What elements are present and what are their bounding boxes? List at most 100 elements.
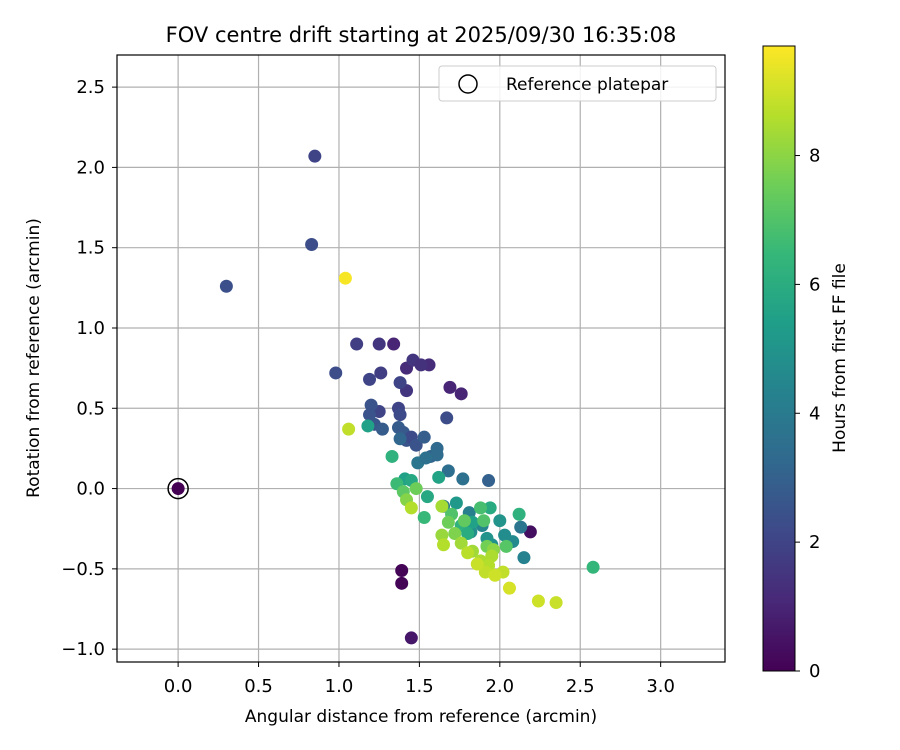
- y-axis-ticks: −1.0 −0.5 0.0 0.5 1.0 1.5 2.0 2.5: [61, 77, 117, 660]
- data-point: [586, 560, 600, 574]
- data-point: [502, 581, 516, 595]
- data-point: [441, 464, 455, 478]
- reference-ring: [167, 477, 189, 500]
- data-point: [350, 337, 364, 351]
- data-point: [375, 422, 389, 436]
- y-tick-label: −1.0: [61, 639, 105, 660]
- colorbar-tick-label: 6: [809, 274, 820, 295]
- data-point: [374, 366, 388, 380]
- data-point: [531, 594, 545, 608]
- data-point: [219, 279, 233, 293]
- data-point: [482, 474, 496, 488]
- data-point: [470, 557, 484, 571]
- data-point: [308, 149, 322, 163]
- x-axis-label: Angular distance from reference (arcmin): [245, 707, 597, 727]
- data-point: [477, 514, 491, 528]
- data-point: [456, 472, 470, 486]
- grid-lines: [117, 55, 725, 662]
- data-point: [488, 568, 502, 582]
- y-tick-label: 2.5: [76, 77, 105, 98]
- x-tick-label: 2.5: [566, 676, 595, 697]
- colorbar: 0 2 4 6 8 Hours from first FF file: [762, 45, 850, 682]
- data-point: [305, 237, 319, 251]
- data-point: [493, 514, 507, 528]
- x-tick-label: 0.5: [244, 676, 273, 697]
- reference-marker: [167, 477, 189, 500]
- colorbar-ticks: 0 2 4 6 8: [795, 146, 820, 682]
- data-point: [440, 411, 454, 425]
- x-axis-ticks: 0.0 0.5 1.0 1.5 2.0 2.5 3.0: [164, 662, 675, 697]
- y-axis-label: Rotation from reference (arcmin): [24, 218, 44, 498]
- colorbar-bar: [762, 45, 796, 672]
- y-tick-label: 0.5: [76, 398, 105, 419]
- data-point: [338, 271, 352, 285]
- data-point: [512, 507, 526, 521]
- data-point: [363, 372, 377, 386]
- data-point: [364, 398, 378, 412]
- data-point: [457, 514, 471, 528]
- data-point: [171, 482, 185, 496]
- data-point: [435, 528, 449, 542]
- y-tick-label: 0.0: [76, 479, 105, 500]
- data-point: [393, 408, 407, 422]
- data-point: [393, 376, 407, 390]
- data-point: [329, 366, 343, 380]
- colorbar-label: Hours from first FF file: [830, 263, 850, 453]
- data-point: [435, 499, 449, 513]
- chart-title: FOV centre drift starting at 2025/09/30 …: [166, 23, 677, 47]
- data-point: [448, 527, 462, 541]
- data-point: [454, 536, 468, 550]
- data-point: [395, 563, 409, 577]
- colorbar-tick-label: 4: [809, 403, 820, 424]
- data-point: [523, 525, 537, 539]
- data-point: [461, 527, 475, 541]
- data-point: [441, 515, 455, 529]
- data-point: [342, 422, 356, 436]
- data-point: [409, 438, 423, 452]
- data-points: [171, 149, 600, 645]
- data-point: [499, 539, 513, 553]
- data-point: [432, 470, 446, 484]
- x-tick-label: 0.0: [164, 676, 193, 697]
- data-point: [409, 482, 423, 496]
- data-point: [417, 430, 431, 444]
- plot-frame: [116, 54, 726, 663]
- data-point: [483, 501, 497, 515]
- data-point: [443, 380, 457, 394]
- x-tick-label: 3.0: [646, 676, 675, 697]
- y-tick-label: 2.0: [76, 157, 105, 178]
- data-point: [549, 596, 563, 610]
- data-point: [404, 501, 418, 515]
- legend-reference-icon: [458, 74, 478, 94]
- data-point: [430, 448, 444, 462]
- y-tick-label: 1.0: [76, 318, 105, 339]
- data-point: [498, 528, 512, 542]
- legend-box: [438, 65, 717, 102]
- data-point: [414, 358, 428, 372]
- legend-label-reference: Reference platepar: [506, 75, 668, 95]
- data-point: [404, 631, 418, 645]
- data-point: [420, 490, 434, 504]
- data-point: [437, 538, 451, 552]
- data-point: [461, 546, 475, 560]
- data-point: [449, 496, 463, 510]
- data-point: [474, 501, 488, 515]
- data-point: [385, 449, 399, 463]
- data-point: [419, 451, 433, 465]
- data-point: [395, 576, 409, 590]
- data-point: [372, 337, 386, 351]
- colorbar-tick-label: 0: [809, 661, 820, 682]
- y-tick-label: 1.5: [76, 238, 105, 259]
- data-point: [454, 387, 468, 401]
- data-point: [361, 419, 375, 433]
- data-point: [417, 510, 431, 524]
- data-point: [387, 337, 401, 351]
- data-point: [514, 520, 528, 534]
- x-tick-label: 2.0: [485, 676, 514, 697]
- colorbar-tick-label: 8: [809, 146, 820, 167]
- data-point: [517, 551, 531, 565]
- data-point: [363, 408, 377, 422]
- data-point: [393, 432, 407, 446]
- colorbar-tick-label: 2: [809, 532, 820, 553]
